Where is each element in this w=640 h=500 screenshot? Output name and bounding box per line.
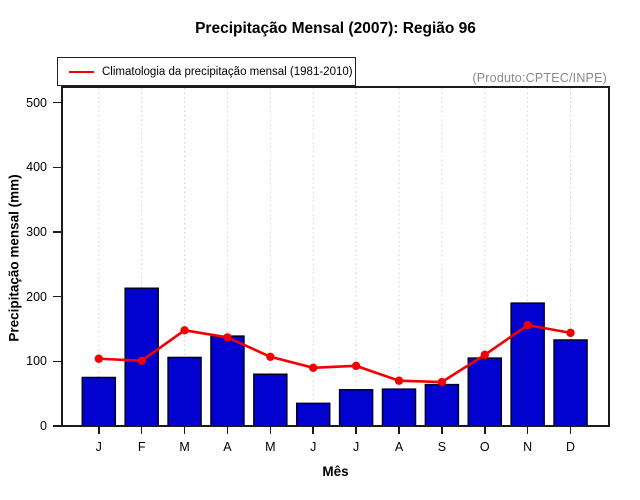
x-tick-4 xyxy=(269,427,272,434)
climatology-point-11 xyxy=(566,328,575,338)
legend-label: Climatologia da precipitação mensal (198… xyxy=(102,65,353,78)
bar-M-2 xyxy=(167,356,202,427)
y-tick-100 xyxy=(53,360,61,363)
y-tick-500 xyxy=(53,101,61,104)
x-tick-1 xyxy=(140,427,143,434)
climatology-point-1 xyxy=(137,356,146,365)
x-tick-2 xyxy=(183,427,186,434)
x-tick-11 xyxy=(569,427,572,434)
y-tick-label-100: 100 xyxy=(26,354,47,369)
x-tick-label-7: A xyxy=(394,440,404,454)
product-watermark: (Produto:CPTEC/INPE) xyxy=(472,71,607,85)
x-tick-label-0: J xyxy=(95,440,102,454)
y-tick-200 xyxy=(53,295,61,298)
x-tick-label-6: J xyxy=(352,440,360,454)
climatology-point-10 xyxy=(523,320,532,330)
x-tick-label-2: M xyxy=(179,440,190,454)
bar-D-11 xyxy=(553,339,588,427)
x-tick-label-8: S xyxy=(437,440,447,454)
climatology-point-2 xyxy=(180,326,189,335)
bar-M-4 xyxy=(253,373,288,427)
plot-area xyxy=(61,86,610,427)
y-tick-label-400: 400 xyxy=(26,160,47,175)
climatology-point-7 xyxy=(394,376,404,385)
x-tick-label-11: D xyxy=(566,440,576,454)
x-tick-label-3: A xyxy=(223,440,232,454)
x-tick-9 xyxy=(484,427,486,434)
x-tick-6 xyxy=(355,427,357,434)
climatology-point-8 xyxy=(437,377,447,387)
y-tick-label-0: 0 xyxy=(40,419,47,433)
chart-title: Precipitação Mensal (2007): Região 96 xyxy=(195,20,476,37)
climatology-point-3 xyxy=(223,333,232,342)
bar-A-7 xyxy=(381,388,417,427)
climatology-point-0 xyxy=(94,354,103,363)
x-tick-3 xyxy=(226,427,229,434)
legend-line-swatch-icon xyxy=(69,70,94,73)
x-tick-label-1: F xyxy=(137,440,146,454)
climatology-point-9 xyxy=(480,350,489,360)
x-tick-label-10: N xyxy=(523,440,533,454)
y-axis-title: Precipitação mensal (mm) xyxy=(6,174,22,342)
climatology-point-5 xyxy=(309,363,318,372)
x-tick-label-9: O xyxy=(479,440,490,454)
x-tick-5 xyxy=(312,427,314,434)
plot-region xyxy=(61,86,610,427)
y-tick-400 xyxy=(53,166,61,169)
x-tick-7 xyxy=(398,427,400,434)
bar-J-6 xyxy=(338,389,374,427)
climatology-point-6 xyxy=(351,361,361,371)
legend: Climatologia da precipitação mensal (198… xyxy=(57,57,356,86)
climatology-point-4 xyxy=(266,352,275,362)
y-tick-300 xyxy=(53,231,61,233)
bar-O-9 xyxy=(467,357,503,427)
x-tick-10 xyxy=(526,427,529,434)
y-tick-label-500: 500 xyxy=(26,95,47,110)
y-tick-label-200: 200 xyxy=(26,289,47,304)
x-tick-label-5: J xyxy=(310,440,317,454)
bar-S-8 xyxy=(424,383,460,427)
bar-J-5 xyxy=(295,402,331,427)
y-tick-0 xyxy=(53,425,61,427)
x-tick-8 xyxy=(441,427,443,434)
plot-frame xyxy=(61,86,610,427)
y-tick-label-300: 300 xyxy=(26,224,47,239)
climatology-line xyxy=(98,323,571,384)
x-axis-title: Mês xyxy=(322,464,349,479)
bar-J-0 xyxy=(81,376,117,427)
x-tick-0 xyxy=(98,427,100,434)
x-tick-label-4: M xyxy=(265,440,276,454)
bar-A-3 xyxy=(210,335,245,427)
